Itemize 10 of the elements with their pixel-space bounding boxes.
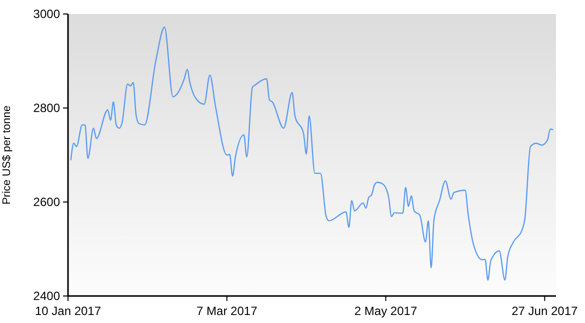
y-tick-label: 2600: [33, 195, 60, 210]
y-tick-label: 3000: [33, 7, 60, 22]
line-series: [70, 26, 554, 281]
y-axis-title: Price US$ per tonne: [1, 105, 13, 205]
x-tick-label: 2 May 2017: [354, 304, 418, 318]
x-tick-label: 7 Mar 2017: [196, 304, 258, 318]
x-tick-label: 27 Jun 2017: [512, 304, 578, 318]
x-tick-label: 10 Jan 2017: [34, 304, 102, 318]
y-tick-label: 2400: [33, 289, 60, 304]
y-tick-label: 2800: [33, 101, 60, 116]
